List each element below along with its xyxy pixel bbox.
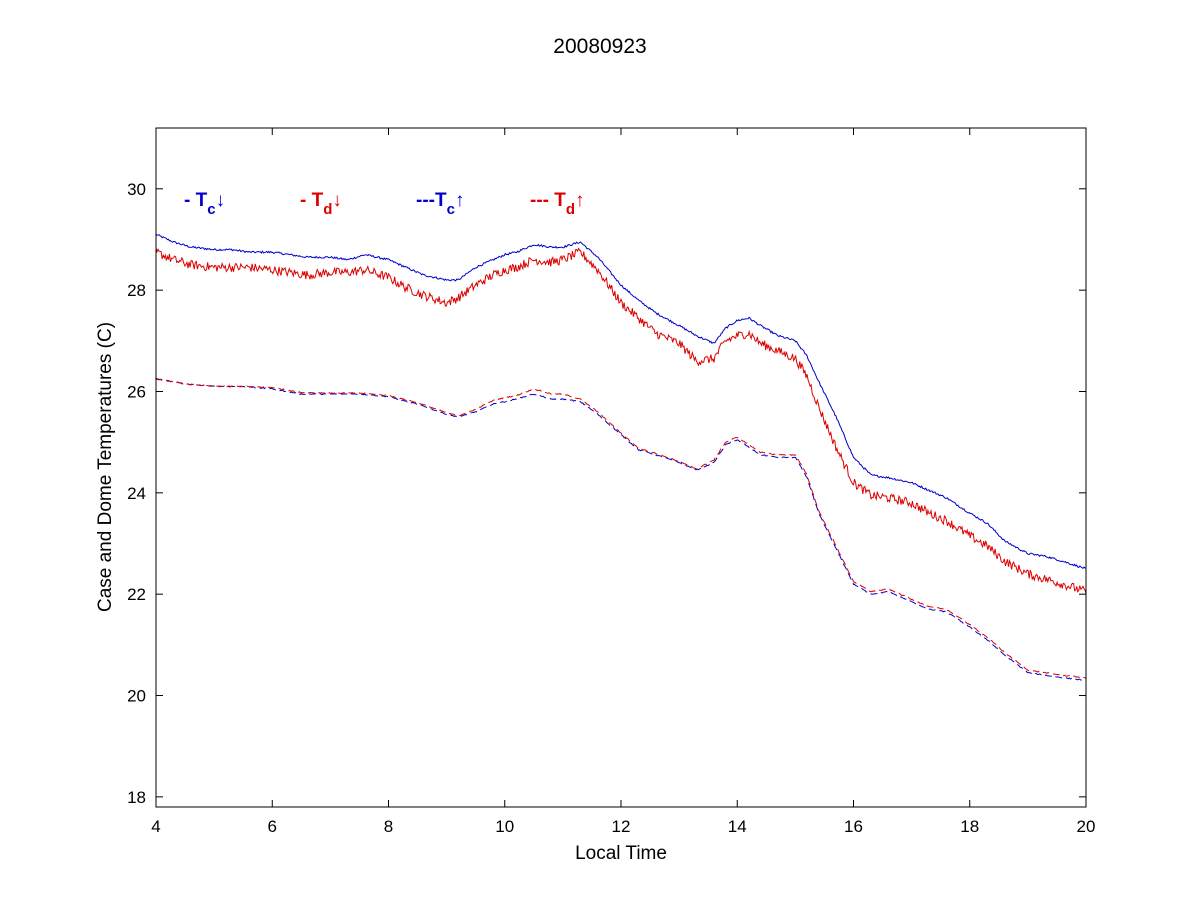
series-line-1 — [155, 233, 1087, 569]
y-axis: 18 20 22 24 26 28 30 — [127, 180, 1086, 807]
legend: - Tc↓ - Td↓ ---Tc↑ --- Td↑ — [184, 190, 585, 218]
y-tick-label: 20 — [127, 687, 146, 706]
x-tick-label: 8 — [384, 817, 393, 836]
x-axis-label: Local Time — [575, 843, 667, 864]
x-tick-label: 16 — [844, 817, 863, 836]
x-tick-label: 12 — [612, 817, 631, 836]
series-line-2 — [155, 247, 1087, 594]
plot-area — [155, 233, 1087, 681]
x-axis: 4 6 8 10 12 14 16 18 20 — [151, 128, 1095, 836]
x-tick-label: 10 — [495, 817, 514, 836]
x-tick-label: 14 — [728, 817, 747, 836]
legend-item-4: --- Td↑ — [530, 190, 585, 218]
legend-item-2: - Td↓ — [300, 190, 342, 218]
y-tick-label: 18 — [127, 788, 146, 807]
y-tick-label: 24 — [127, 484, 146, 503]
series-line-3 — [155, 377, 1087, 681]
legend-item-1: - Tc↓ — [184, 190, 225, 218]
x-tick-label: 20 — [1077, 817, 1096, 836]
x-tick-label: 6 — [268, 817, 277, 836]
x-tick-label: 18 — [960, 817, 979, 836]
y-tick-label: 30 — [127, 180, 146, 199]
y-tick-label: 22 — [127, 585, 146, 604]
legend-item-3: ---Tc↑ — [416, 190, 464, 218]
y-tick-label: 28 — [127, 281, 146, 300]
series-line-4 — [155, 378, 1087, 679]
x-tick-label: 4 — [151, 817, 160, 836]
y-axis-label: Case and Dome Temperatures (C) — [95, 322, 116, 612]
chart-title: 20080923 — [553, 35, 646, 58]
y-tick-label: 26 — [127, 382, 146, 401]
